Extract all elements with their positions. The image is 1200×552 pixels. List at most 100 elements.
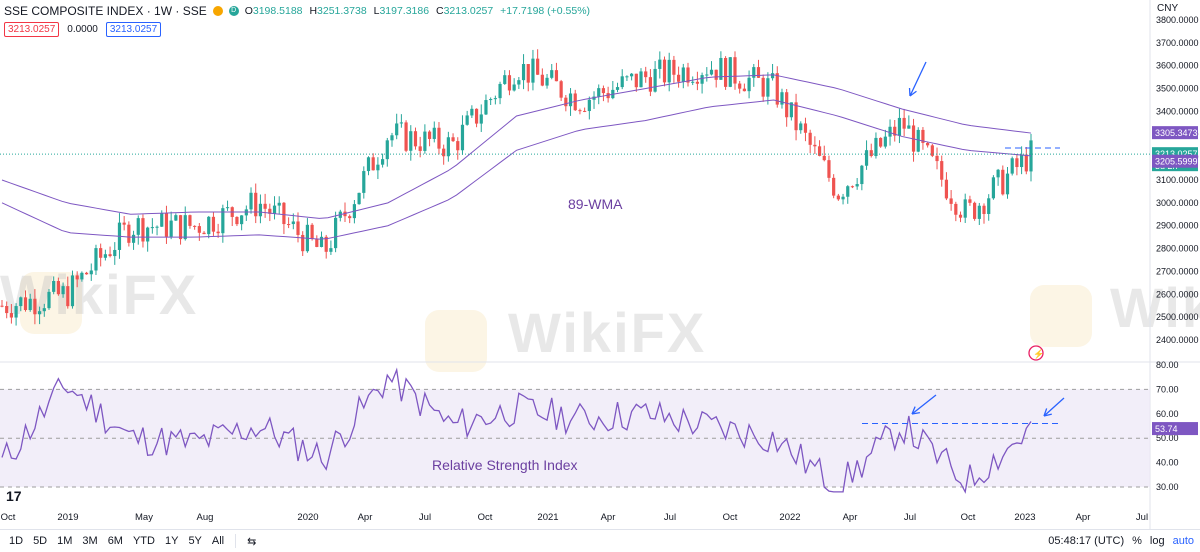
candle-body bbox=[635, 74, 638, 87]
candle-body bbox=[249, 193, 252, 210]
candle-body bbox=[76, 275, 79, 279]
candle-body bbox=[917, 130, 920, 152]
log-toggle[interactable]: log bbox=[1150, 535, 1165, 547]
candle-body bbox=[597, 88, 600, 96]
candle-body bbox=[649, 77, 652, 92]
time-tick-label: 2023 bbox=[1014, 512, 1035, 523]
candle-body bbox=[188, 215, 191, 226]
range-button-1m[interactable]: 1M bbox=[52, 535, 77, 547]
candle-body bbox=[691, 82, 694, 83]
candle-body bbox=[841, 197, 844, 200]
range-button-6m[interactable]: 6M bbox=[103, 535, 128, 547]
candle-body bbox=[935, 156, 938, 161]
candle-body bbox=[888, 127, 891, 137]
price-tick-label: 3100.0000 bbox=[1156, 175, 1199, 185]
date-range-icon[interactable]: ⇆ bbox=[242, 535, 261, 548]
candle-body bbox=[259, 204, 262, 216]
upper-wma-tag: 3305.3473 bbox=[1155, 128, 1198, 138]
candle-body bbox=[254, 193, 257, 216]
candle-body bbox=[663, 60, 666, 83]
price-tick-label: 2900.0000 bbox=[1156, 221, 1199, 231]
candle-body bbox=[785, 92, 788, 117]
time-tick-label: Oct bbox=[961, 512, 976, 523]
candle-body bbox=[33, 299, 36, 314]
candle-body bbox=[404, 122, 407, 150]
candle-body bbox=[813, 145, 816, 146]
candle-body bbox=[315, 239, 318, 247]
price-tick-label: 3800.0000 bbox=[1156, 15, 1199, 25]
candle-body bbox=[752, 67, 755, 78]
candle-body bbox=[982, 206, 985, 214]
candle-body bbox=[94, 248, 97, 270]
time-tick-label: Oct bbox=[1, 512, 16, 523]
candle-body bbox=[700, 75, 703, 84]
candle-body bbox=[856, 184, 859, 186]
candle-body bbox=[762, 78, 765, 97]
range-button-5y[interactable]: 5Y bbox=[183, 535, 206, 547]
range-button-1d[interactable]: 1D bbox=[4, 535, 28, 547]
candle-body bbox=[480, 114, 483, 123]
rsi-label: Relative Strength Index bbox=[432, 457, 578, 473]
candle-body bbox=[513, 85, 516, 91]
tradingview-logo[interactable]: 17 bbox=[6, 488, 22, 504]
candle-body bbox=[776, 73, 779, 104]
auto-toggle[interactable]: auto bbox=[1173, 535, 1194, 547]
candle-body bbox=[165, 213, 168, 237]
lower-wma-tag: 3205.5999 bbox=[1155, 157, 1198, 167]
candle-body bbox=[907, 125, 910, 128]
annotation-arrow bbox=[910, 62, 926, 96]
candle-body bbox=[1011, 158, 1014, 173]
range-button-all[interactable]: All bbox=[207, 535, 229, 547]
candle-body bbox=[799, 123, 802, 130]
candle-body bbox=[668, 60, 671, 83]
time-tick-label: Apr bbox=[358, 512, 373, 523]
chart-canvas[interactable]: 3800.00003700.00003600.00003500.00003400… bbox=[0, 0, 1200, 530]
candle-body bbox=[80, 273, 83, 280]
time-tick-label: Jul bbox=[419, 512, 431, 523]
candle-body bbox=[794, 102, 797, 130]
candle-body bbox=[447, 137, 450, 156]
range-button-1y[interactable]: 1Y bbox=[160, 535, 183, 547]
price-tick-label: 2600.0000 bbox=[1156, 289, 1199, 299]
range-button-3m[interactable]: 3M bbox=[77, 535, 102, 547]
candle-body bbox=[672, 60, 675, 75]
candle-body bbox=[123, 223, 126, 225]
candle-body bbox=[771, 73, 774, 78]
candle-body bbox=[1025, 155, 1028, 172]
candle-body bbox=[282, 203, 285, 224]
candle-body bbox=[879, 138, 882, 147]
candle-body bbox=[874, 138, 877, 156]
price-tick-label: 2500.0000 bbox=[1156, 312, 1199, 322]
candle-body bbox=[809, 133, 812, 145]
candle-body bbox=[264, 204, 267, 209]
clock-time[interactable]: 05:48:17 (UTC) bbox=[1048, 535, 1124, 547]
candle-body bbox=[362, 171, 365, 193]
candle-body bbox=[414, 131, 417, 146]
candle-body bbox=[630, 74, 633, 77]
candle-body bbox=[5, 306, 8, 313]
candle-body bbox=[766, 78, 769, 96]
candle-body bbox=[639, 71, 642, 87]
candle-body bbox=[503, 75, 506, 84]
candle-body bbox=[466, 115, 469, 124]
range-button-ytd[interactable]: YTD bbox=[128, 535, 160, 547]
percent-toggle[interactable]: % bbox=[1132, 535, 1142, 547]
candle-body bbox=[992, 177, 995, 198]
candle-body bbox=[1020, 155, 1023, 168]
candle-body bbox=[903, 118, 906, 129]
candle-body bbox=[517, 80, 520, 84]
candle-body bbox=[851, 186, 854, 187]
candle-body bbox=[66, 286, 69, 306]
range-button-5d[interactable]: 5D bbox=[28, 535, 52, 547]
candle-body bbox=[334, 218, 337, 248]
candle-body bbox=[494, 98, 497, 99]
candle-body bbox=[240, 215, 243, 224]
candle-body bbox=[715, 70, 718, 80]
candle-body bbox=[390, 135, 393, 140]
candle-body bbox=[29, 299, 32, 310]
candle-body bbox=[950, 198, 953, 203]
time-tick-label: Oct bbox=[478, 512, 493, 523]
rsi-tag: 53.74 bbox=[1155, 424, 1178, 434]
candle-body bbox=[978, 206, 981, 219]
candle-body bbox=[954, 204, 957, 215]
